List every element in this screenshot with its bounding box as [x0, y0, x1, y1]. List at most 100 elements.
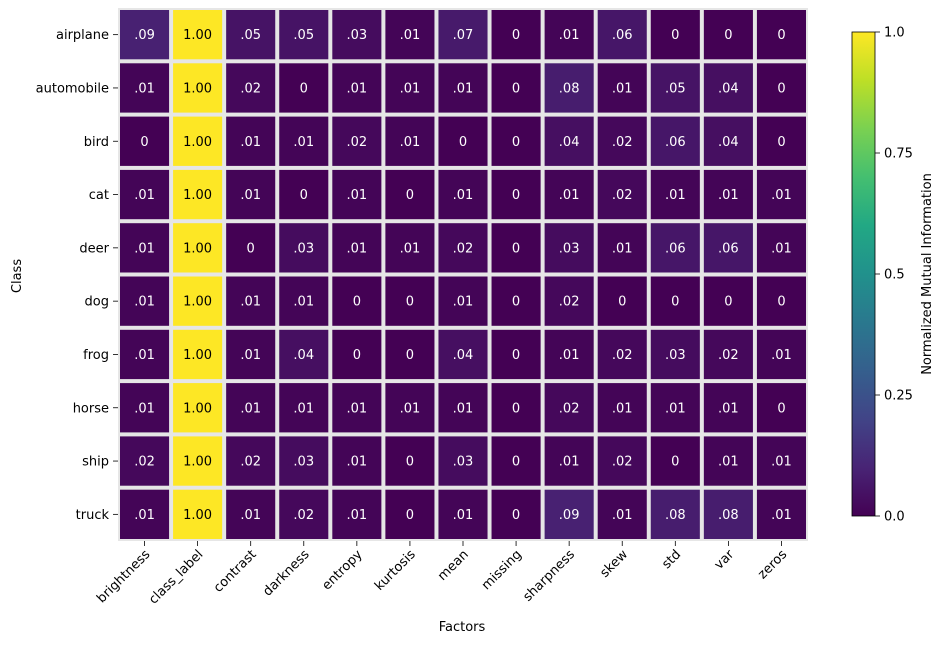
heatmap-cell	[226, 223, 276, 273]
heatmap-cell	[226, 10, 276, 60]
heatmap-cell	[597, 10, 647, 60]
heatmap-cell	[703, 383, 753, 433]
heatmap-cell	[279, 169, 329, 220]
heatmap-cell	[491, 63, 541, 113]
cell-value-label: .01	[134, 81, 155, 96]
cell-value-label: 0	[512, 401, 520, 416]
heatmap-cell	[544, 436, 594, 486]
heatmap-cell	[173, 276, 223, 326]
cell-value-label: 0	[618, 295, 626, 310]
heatmap-cell	[756, 276, 806, 326]
cell-value-label: .01	[559, 188, 580, 203]
heatmap-cell	[544, 489, 594, 539]
cell-value-label: .01	[240, 508, 261, 523]
heatmap-cell	[385, 329, 435, 380]
cell-value-label: .01	[400, 81, 421, 96]
heatmap-cell	[332, 116, 382, 166]
cell-value-label: .01	[240, 348, 261, 363]
heatmap-cell	[279, 63, 329, 113]
y-tick-label: ship	[82, 455, 109, 470]
cell-value-label: 0	[777, 295, 785, 310]
heatmap-cell	[120, 436, 170, 486]
cell-value-label: .01	[612, 81, 633, 96]
heatmap-cell	[120, 383, 170, 433]
cell-value-label: 0	[300, 188, 308, 203]
y-axis: airplane automobile bird cat deer dog frog hors…	[36, 28, 118, 523]
heatmap-cell	[650, 116, 700, 166]
heatmap-cell	[226, 116, 276, 166]
cell-value-label: .04	[293, 348, 314, 363]
cell-value-label: 0	[777, 28, 785, 43]
heatmap-cell	[650, 10, 700, 60]
heatmap-cell	[597, 116, 647, 166]
heatmap-cell	[703, 276, 753, 326]
cell-value-label: 0	[777, 135, 785, 150]
heatmap-cell	[173, 383, 223, 433]
heatmap-cell	[491, 329, 541, 380]
heatmap-cell	[756, 436, 806, 486]
x-tick-label: sharpness	[520, 547, 578, 605]
heatmap-cell	[332, 169, 382, 220]
cell-value-label: .08	[559, 81, 580, 96]
heatmap-cell	[544, 10, 594, 60]
cell-value-label: 0	[512, 508, 520, 523]
heatmap-cell	[597, 489, 647, 539]
cell-value-label: .01	[347, 241, 368, 256]
heatmap-cell	[120, 329, 170, 380]
colorbar-tick-label: 0.5	[884, 268, 905, 283]
heatmap-cell	[491, 383, 541, 433]
cell-value-label: 1.00	[183, 81, 212, 96]
cell-value-label: 0	[406, 188, 414, 203]
cell-value-label: 0	[406, 455, 414, 470]
heatmap-cell	[173, 116, 223, 166]
cell-value-label: .05	[240, 28, 261, 43]
heatmap-cell	[491, 436, 541, 486]
colorbar-tick-label: 0.25	[884, 389, 913, 404]
heatmap-cell	[332, 276, 382, 326]
cell-value-label: .01	[347, 401, 368, 416]
cell-value-label: .01	[134, 508, 155, 523]
cell-value-label: .01	[718, 401, 739, 416]
cell-value-label: .04	[453, 348, 474, 363]
y-tick-label: frog	[83, 348, 109, 363]
cell-value-label: .01	[347, 455, 368, 470]
heatmap-cell	[385, 10, 435, 60]
heatmap-cell	[332, 489, 382, 539]
cell-value-label: .01	[400, 28, 421, 43]
colorbar-tick-label: 1.0	[884, 26, 905, 41]
cell-value-label: 0	[512, 295, 520, 310]
cell-value-label: .03	[347, 28, 368, 43]
heatmap-cell	[385, 223, 435, 273]
heatmap-cell	[756, 383, 806, 433]
cell-value-label: .01	[559, 28, 580, 43]
cell-value-label: .01	[240, 135, 261, 150]
heatmap-cell	[756, 223, 806, 273]
heatmap-cell	[120, 63, 170, 113]
cell-value-label: .08	[665, 508, 686, 523]
heatmap-cell	[332, 223, 382, 273]
heatmap-cell	[173, 489, 223, 539]
heatmap-cell	[438, 116, 488, 166]
cell-value-label: .02	[453, 241, 474, 256]
cell-value-label: .01	[134, 401, 155, 416]
x-tick-label: var	[712, 547, 738, 573]
x-tick-label: skew	[597, 547, 631, 581]
heatmap-cell	[597, 169, 647, 220]
heatmap-cell	[597, 223, 647, 273]
heatmap-cell	[279, 329, 329, 380]
cell-value-label: .02	[134, 455, 155, 470]
cell-value-label: .01	[453, 81, 474, 96]
cell-value-label: 0	[512, 455, 520, 470]
heatmap-cell	[703, 223, 753, 273]
cell-value-label: 1.00	[183, 241, 212, 256]
heatmap-cell	[226, 383, 276, 433]
cell-value-label: .01	[559, 348, 580, 363]
cell-value-label: .02	[347, 135, 368, 150]
cell-value-label: 0	[671, 28, 679, 43]
x-tick-label: missing	[479, 547, 525, 593]
cell-value-label: .01	[400, 401, 421, 416]
cell-value-label: .01	[293, 401, 314, 416]
cell-value-label: .09	[559, 508, 580, 523]
heatmap-cell	[756, 63, 806, 113]
cell-value-label: 0	[140, 135, 148, 150]
